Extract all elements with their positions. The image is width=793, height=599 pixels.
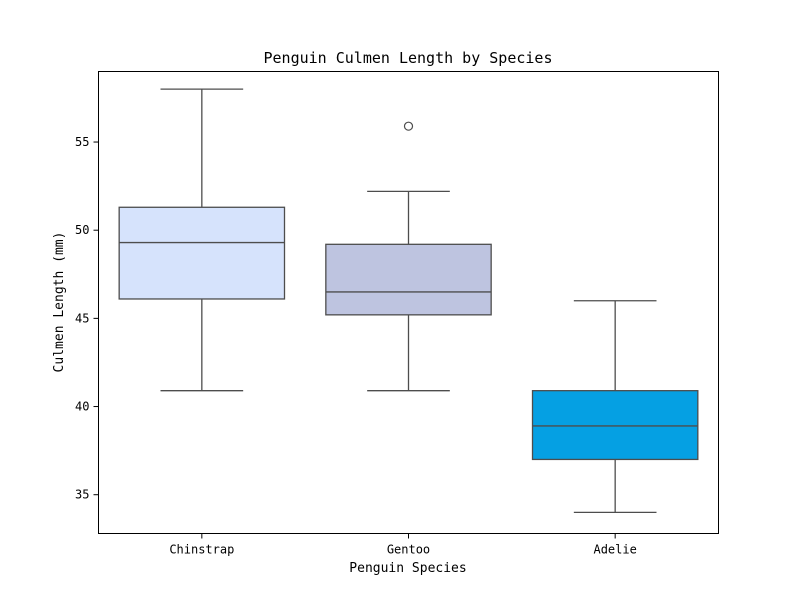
box-chinstrap: [118, 88, 286, 392]
outlier-point: [403, 121, 414, 131]
box-iqr: [531, 390, 699, 461]
box-iqr: [325, 243, 492, 316]
x-axis-label: Penguin Species: [349, 561, 466, 576]
x-tick-label: Chinstrap: [169, 543, 234, 557]
y-tick-label: 55: [75, 135, 89, 149]
x-tick-label: Adelie: [593, 543, 636, 557]
y-axis-label: Culmen Length (mm): [52, 232, 67, 373]
y-tick-label: 40: [75, 400, 89, 414]
box-adelie: [531, 300, 699, 513]
y-axis: 35 40 45 50 55: [75, 135, 99, 502]
y-tick-label: 50: [75, 223, 89, 237]
y-tick-label: 35: [75, 488, 89, 502]
box-series: [118, 88, 699, 513]
x-tick-label: Gentoo: [387, 543, 430, 557]
box-gentoo: [325, 121, 492, 392]
chart-title: Penguin Culmen Length by Species: [264, 49, 553, 67]
box-iqr: [118, 206, 286, 300]
y-tick-label: 45: [75, 311, 89, 325]
x-axis: Chinstrap Gentoo Adelie: [169, 533, 637, 557]
